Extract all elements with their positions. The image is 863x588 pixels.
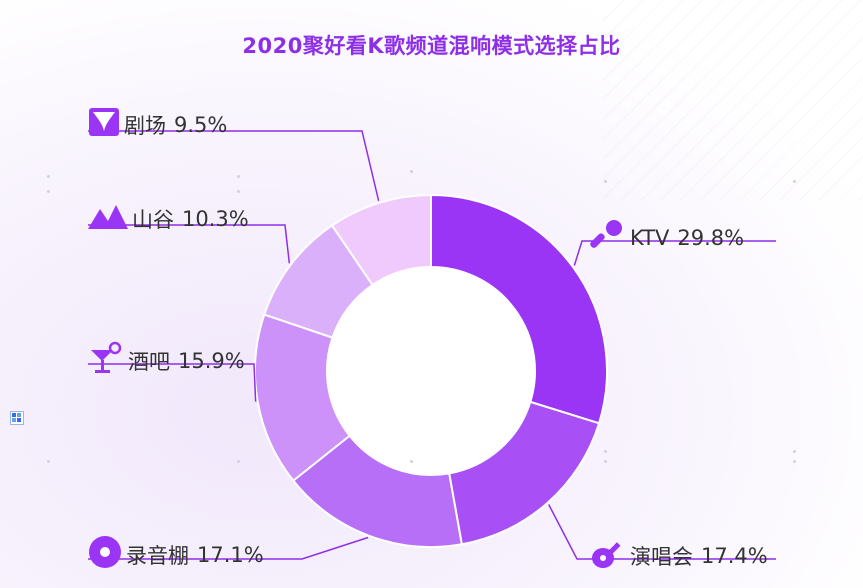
decor-dot xyxy=(793,460,796,463)
slice-name: 剧场 xyxy=(124,113,166,138)
decor-dot xyxy=(237,460,240,463)
donut-hole xyxy=(328,268,534,474)
decor-dot xyxy=(410,170,413,173)
leader-line-1 xyxy=(573,240,776,266)
slice-label-4: 酒吧 15.9% xyxy=(88,340,245,381)
decor-dot xyxy=(604,460,607,463)
slice-label-5: 山谷 10.3% xyxy=(88,201,249,236)
slice-label-6: 剧场 9.5% xyxy=(88,107,227,142)
slice-name: KTV xyxy=(630,225,670,250)
slice-percent: 17.1% xyxy=(197,542,264,567)
mountain-icon xyxy=(88,201,128,236)
slice-name: 演唱会 xyxy=(630,544,693,569)
leader-line-6 xyxy=(88,130,380,202)
decor-dot xyxy=(237,175,240,178)
microphone-icon xyxy=(590,217,626,258)
slice-label-2: 演唱会 17.4% xyxy=(590,535,768,576)
grid-icon[interactable] xyxy=(10,411,24,425)
decor-dot xyxy=(237,190,240,193)
leader-line-5 xyxy=(88,224,291,264)
decor-dot xyxy=(47,190,50,193)
decor-dot xyxy=(410,460,413,463)
decor-dot xyxy=(604,180,607,183)
decor-dot xyxy=(47,460,50,463)
slice-name: 酒吧 xyxy=(128,349,170,374)
slice-percent: 29.8% xyxy=(677,225,745,250)
slice-6 xyxy=(330,193,432,287)
slice-percent: 10.3% xyxy=(182,206,249,231)
decor-dot xyxy=(793,450,796,453)
leader-line-2 xyxy=(548,504,776,560)
slice-label-3: 录音棚 17.1% xyxy=(88,535,264,574)
slice-name: 山谷 xyxy=(132,207,174,232)
chart-title: 2020聚好看K歌频道混响模式选择占比 xyxy=(242,34,621,58)
disc-icon xyxy=(88,535,122,574)
slice-label-1: KTV 29.8% xyxy=(590,217,744,258)
decor-dot xyxy=(604,450,607,453)
decor-dot xyxy=(47,175,50,178)
guitar-icon xyxy=(590,535,626,576)
decor-dot xyxy=(793,180,796,183)
cocktail-icon xyxy=(88,340,124,381)
slice-percent: 17.4% xyxy=(701,543,768,568)
slice-name: 录音棚 xyxy=(126,543,189,568)
slice-1 xyxy=(430,193,608,425)
leader-line-3 xyxy=(88,536,369,560)
slice-percent: 15.9% xyxy=(178,348,245,373)
theater-icon xyxy=(88,107,120,142)
slice-percent: 9.5% xyxy=(174,112,228,137)
leader-line-4 xyxy=(88,363,257,402)
background-pattern xyxy=(603,0,863,200)
